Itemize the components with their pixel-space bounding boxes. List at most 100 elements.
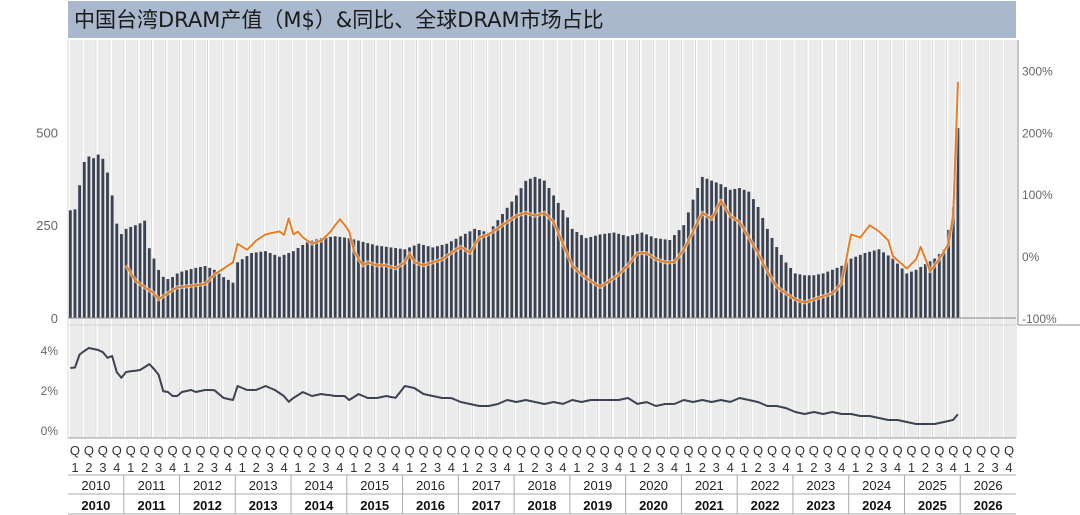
year-label: 2016 bbox=[416, 478, 445, 493]
revenue-bar bbox=[849, 258, 853, 318]
quarter-band bbox=[906, 40, 918, 438]
chart-title: 中国台湾DRAM产值（M$）&同比、全球DRAM市场占比 bbox=[74, 8, 604, 32]
yoy-series bbox=[124, 81, 960, 305]
quarter-label-num: 4 bbox=[448, 460, 455, 475]
revenue-bar bbox=[380, 246, 384, 318]
revenue-bar bbox=[877, 249, 881, 318]
quarter-label-num: 2 bbox=[85, 460, 92, 475]
quarter-label-num: 1 bbox=[629, 460, 636, 475]
revenue-bar bbox=[473, 228, 477, 318]
revenue-bar bbox=[598, 234, 602, 318]
revenue-bar bbox=[719, 184, 723, 318]
quarter-label-num: 1 bbox=[239, 460, 246, 475]
revenue-bar bbox=[254, 252, 258, 318]
revenue-bar bbox=[87, 156, 91, 318]
revenue-bar bbox=[236, 262, 240, 318]
quarter-label-q: Q bbox=[335, 443, 345, 458]
quarter-band bbox=[836, 40, 848, 438]
revenue-bar bbox=[589, 236, 593, 318]
quarter-label-q: Q bbox=[906, 443, 916, 458]
revenue-bar bbox=[194, 267, 198, 318]
revenue-bar bbox=[96, 154, 100, 318]
revenue-bar bbox=[403, 249, 407, 318]
quarter-label-q: Q bbox=[1004, 443, 1014, 458]
right-tick-label: 300% bbox=[1022, 64, 1053, 78]
revenue-bar bbox=[538, 178, 542, 318]
revenue-bar bbox=[505, 207, 509, 318]
quarter-label-num: 3 bbox=[267, 460, 274, 475]
year-label-bold: 2013 bbox=[249, 498, 278, 513]
left-tick-label: 500 bbox=[36, 125, 58, 140]
revenue-bar bbox=[324, 237, 328, 318]
quarter-label-num: 3 bbox=[824, 460, 831, 475]
quarter-label-q: Q bbox=[181, 443, 191, 458]
year-label: 2011 bbox=[138, 478, 166, 493]
quarter-label-num: 1 bbox=[294, 460, 301, 475]
revenue-bar bbox=[626, 236, 630, 318]
quarter-label-q: Q bbox=[418, 443, 428, 458]
right-tick-label: -100% bbox=[1022, 312, 1057, 326]
revenue-bar bbox=[166, 279, 170, 318]
quarter-label-q: Q bbox=[140, 443, 150, 458]
quarter-label-num: 3 bbox=[99, 460, 106, 475]
revenue-bar bbox=[208, 267, 212, 318]
quarter-label-num: 4 bbox=[113, 460, 120, 475]
revenue-bar bbox=[886, 255, 890, 318]
quarter-label-q: Q bbox=[363, 443, 373, 458]
quarter-label-num: 3 bbox=[322, 460, 329, 475]
revenue-bar bbox=[858, 254, 862, 318]
revenue-bar bbox=[793, 273, 797, 318]
bottom-tick-label: 0% bbox=[41, 424, 59, 438]
quarter-label-num: 2 bbox=[141, 460, 148, 475]
year-label: 2021 bbox=[695, 478, 724, 493]
year-label: 2023 bbox=[806, 478, 835, 493]
quarter-label-q: Q bbox=[558, 443, 568, 458]
revenue-bar bbox=[807, 275, 811, 318]
quarter-label-q: Q bbox=[920, 443, 930, 458]
revenue-bar bbox=[487, 232, 490, 318]
quarter-label-q: Q bbox=[154, 443, 164, 458]
revenue-bar bbox=[171, 277, 174, 318]
quarter-band bbox=[892, 40, 904, 438]
quarter-band bbox=[794, 40, 806, 438]
quarter-label-q: Q bbox=[98, 443, 108, 458]
revenue-bar bbox=[422, 244, 425, 318]
revenue-bar bbox=[515, 195, 518, 318]
revenue-bar bbox=[510, 201, 514, 318]
revenue-bar bbox=[92, 158, 95, 318]
quarter-band bbox=[446, 40, 458, 438]
year-label: 2020 bbox=[639, 478, 668, 493]
quarter-label-q: Q bbox=[377, 443, 387, 458]
revenue-bar bbox=[463, 233, 467, 318]
revenue-bar bbox=[840, 265, 844, 318]
quarter-band bbox=[404, 40, 416, 438]
quarter-band bbox=[850, 40, 862, 438]
quarter-label-num: 4 bbox=[392, 460, 399, 475]
revenue-bar bbox=[631, 235, 635, 318]
revenue-bar bbox=[250, 253, 253, 318]
revenue-bar bbox=[296, 248, 300, 318]
revenue-bar bbox=[189, 269, 193, 318]
revenue-bar bbox=[682, 225, 686, 318]
quarter-label-q: Q bbox=[655, 443, 665, 458]
revenue-bar bbox=[68, 210, 72, 318]
quarter-label-q: Q bbox=[878, 443, 888, 458]
quarter-band bbox=[390, 40, 402, 438]
revenue-bar bbox=[143, 220, 147, 318]
revenue-bar bbox=[268, 253, 272, 318]
revenue-bar bbox=[408, 247, 411, 318]
year-label-bold: 2025 bbox=[918, 498, 947, 513]
revenue-bar bbox=[417, 243, 421, 318]
revenue-bar bbox=[528, 178, 532, 318]
quarter-label-num: 1 bbox=[852, 460, 859, 475]
quarter-label-num: 4 bbox=[559, 460, 566, 475]
quarter-label-num: 1 bbox=[964, 460, 971, 475]
revenue-bar bbox=[329, 236, 332, 318]
quarter-label-q: Q bbox=[572, 443, 582, 458]
revenue-bar bbox=[78, 185, 82, 318]
right-tick-label: 100% bbox=[1022, 188, 1053, 202]
revenue-bar bbox=[501, 214, 504, 318]
quarter-label-num: 1 bbox=[908, 460, 915, 475]
quarter-band bbox=[418, 40, 430, 438]
